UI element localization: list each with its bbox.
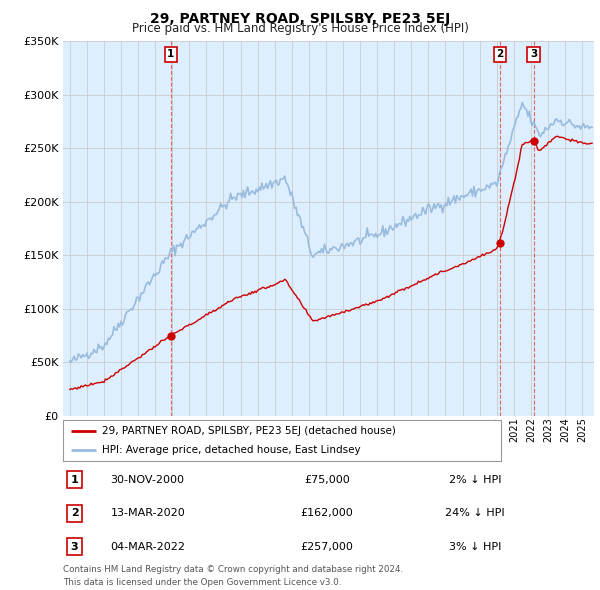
Text: 3: 3 [71, 542, 79, 552]
Text: 2% ↓ HPI: 2% ↓ HPI [449, 475, 501, 484]
Text: 29, PARTNEY ROAD, SPILSBY, PE23 5EJ (detached house): 29, PARTNEY ROAD, SPILSBY, PE23 5EJ (det… [103, 426, 396, 436]
Text: 29, PARTNEY ROAD, SPILSBY, PE23 5EJ: 29, PARTNEY ROAD, SPILSBY, PE23 5EJ [150, 12, 450, 26]
Text: £257,000: £257,000 [301, 542, 353, 552]
Text: Contains HM Land Registry data © Crown copyright and database right 2024.: Contains HM Land Registry data © Crown c… [63, 565, 403, 574]
Text: 1: 1 [167, 49, 175, 59]
Text: 24% ↓ HPI: 24% ↓ HPI [445, 509, 505, 518]
Text: 3% ↓ HPI: 3% ↓ HPI [449, 542, 501, 552]
Text: £75,000: £75,000 [304, 475, 350, 484]
Text: This data is licensed under the Open Government Licence v3.0.: This data is licensed under the Open Gov… [63, 578, 341, 587]
Text: 2: 2 [497, 49, 504, 59]
Text: 13-MAR-2020: 13-MAR-2020 [110, 509, 185, 518]
Text: Price paid vs. HM Land Registry's House Price Index (HPI): Price paid vs. HM Land Registry's House … [131, 22, 469, 35]
Text: 3: 3 [530, 49, 538, 59]
Text: £162,000: £162,000 [301, 509, 353, 518]
Text: HPI: Average price, detached house, East Lindsey: HPI: Average price, detached house, East… [103, 445, 361, 455]
Text: 1: 1 [71, 475, 79, 484]
Text: 04-MAR-2022: 04-MAR-2022 [110, 542, 185, 552]
Text: 30-NOV-2000: 30-NOV-2000 [110, 475, 185, 484]
Text: 2: 2 [71, 509, 79, 518]
